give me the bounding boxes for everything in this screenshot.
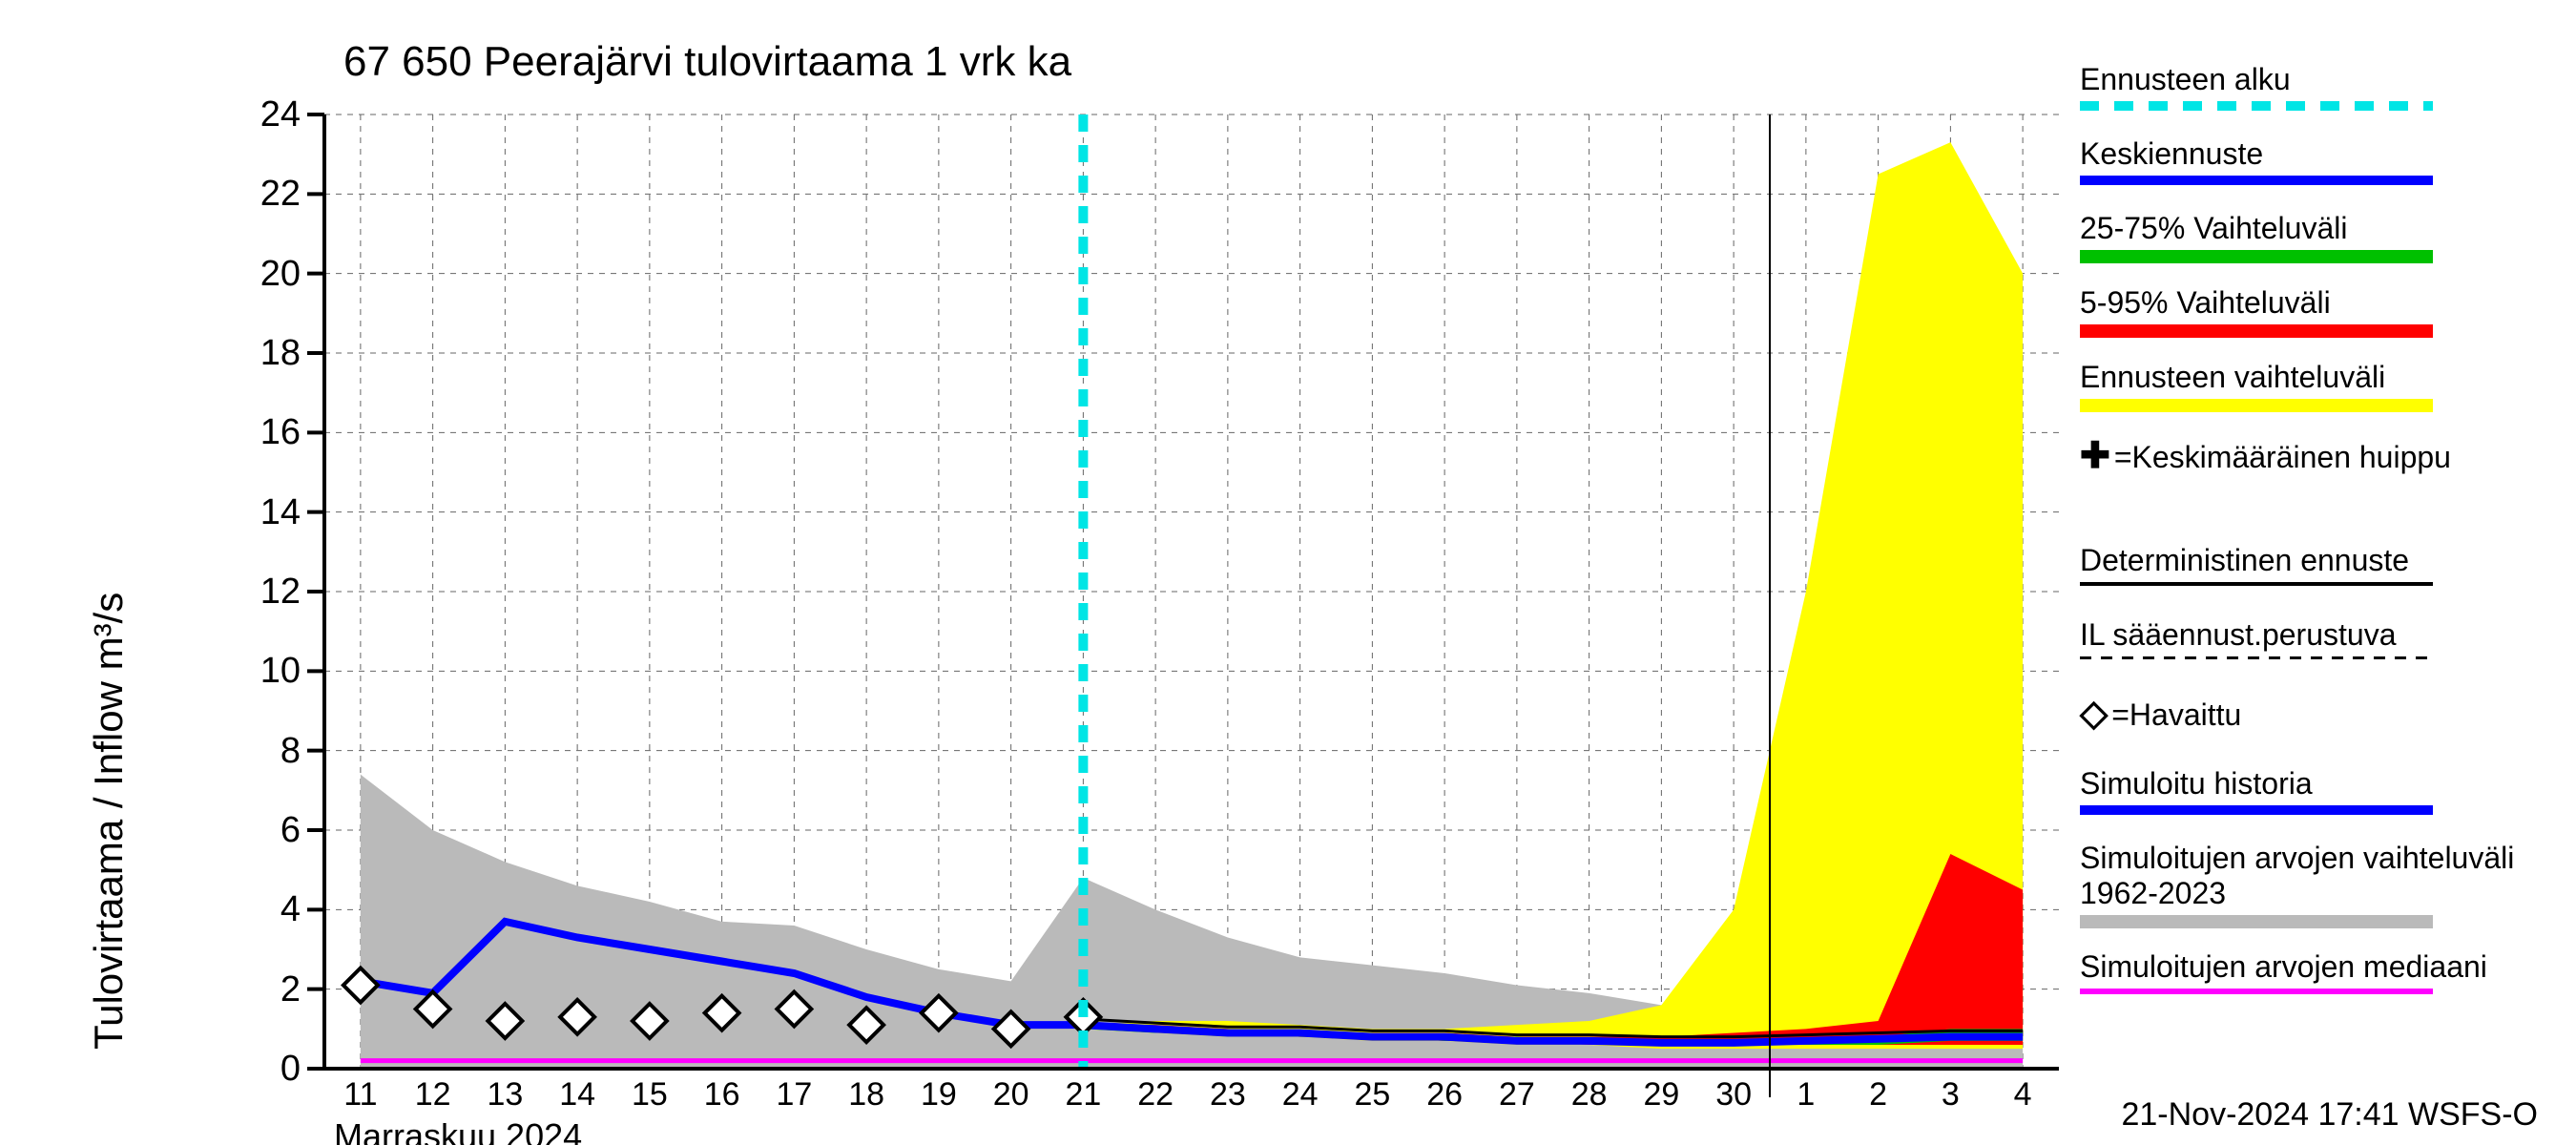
x-tick-label: 1	[1777, 1076, 1835, 1114]
legend-label: Ennusteen vaihteluväli	[2080, 360, 2538, 395]
legend-label: ◇=Havaittu	[2080, 692, 2538, 735]
legend-label: ✚=Keskimääräinen huippu	[2080, 434, 2538, 477]
x-tick-label: 14	[549, 1076, 606, 1114]
x-tick-label: 26	[1416, 1076, 1473, 1114]
legend-item: Simuloitujen arvojen mediaani	[2080, 949, 2538, 994]
chart-title: 67 650 Peerajärvi tulovirtaama 1 vrk ka	[343, 38, 1071, 86]
x-tick-label: 21	[1054, 1076, 1111, 1114]
x-tick-label: 4	[1994, 1076, 2051, 1114]
x-tick-label: 29	[1632, 1076, 1690, 1114]
x-tick-label: 11	[332, 1076, 389, 1114]
y-tick-label: 6	[210, 810, 301, 851]
y-axis-label: Tulovirtaama / Inflow m³/s	[86, 593, 132, 1050]
legend-item: Simuloitu historia	[2080, 766, 2538, 815]
legend-item: Ennusteen vaihteluväli	[2080, 360, 2538, 412]
y-tick-label: 8	[210, 731, 301, 772]
legend-label: Simuloitujen arvojen mediaani	[2080, 949, 2538, 985]
x-axis-month-label-1: Marraskuu 2024	[334, 1116, 582, 1145]
legend-swatch	[2080, 176, 2433, 185]
legend-item: IL sääennust.perustuva	[2080, 617, 2538, 659]
legend-swatch	[2080, 250, 2433, 263]
x-tick-label: 13	[476, 1076, 533, 1114]
legend-label: Keskiennuste	[2080, 136, 2538, 172]
legend-swatch	[2080, 399, 2433, 412]
y-tick-label: 20	[210, 254, 301, 295]
chart-container: 67 650 Peerajärvi tulovirtaama 1 vrk ka …	[0, 0, 2576, 1145]
legend-item: Simuloitujen arvojen vaihteluväli 1962-2…	[2080, 841, 2538, 928]
legend-item: ◇=Havaittu	[2080, 692, 2538, 739]
y-tick-label: 10	[210, 651, 301, 692]
x-tick-label: 17	[765, 1076, 822, 1114]
legend-label: 5-95% Vaihteluväli	[2080, 285, 2538, 321]
legend-label: IL sääennust.perustuva	[2080, 617, 2538, 653]
x-tick-label: 20	[983, 1076, 1040, 1114]
legend-swatch	[2080, 324, 2433, 338]
legend-item: Ennusteen alku	[2080, 62, 2538, 111]
plot-area	[324, 114, 2059, 1069]
x-tick-label: 25	[1343, 1076, 1401, 1114]
x-tick-label: 30	[1705, 1076, 1762, 1114]
legend-item: 25-75% Vaihteluväli	[2080, 211, 2538, 263]
x-tick-label: 19	[910, 1076, 967, 1114]
legend-swatch	[2080, 989, 2433, 994]
legend-item: Keskiennuste	[2080, 136, 2538, 185]
legend-swatch	[2080, 805, 2433, 815]
legend-item: ✚=Keskimääräinen huippu	[2080, 434, 2538, 481]
legend-label: Simuloitu historia	[2080, 766, 2538, 802]
x-tick-label: 16	[694, 1076, 751, 1114]
y-tick-label: 16	[210, 412, 301, 453]
legend-swatch	[2080, 656, 2433, 659]
legend-label: 25-75% Vaihteluväli	[2080, 211, 2538, 246]
legend-swatch	[2080, 915, 2433, 928]
x-tick-label: 28	[1561, 1076, 1618, 1114]
legend-label: Simuloitujen arvojen vaihteluväli 1962-2…	[2080, 841, 2538, 911]
y-tick-label: 12	[210, 572, 301, 613]
y-tick-label: 14	[210, 492, 301, 533]
x-tick-label: 23	[1199, 1076, 1257, 1114]
x-tick-label: 24	[1272, 1076, 1329, 1114]
y-tick-label: 2	[210, 969, 301, 1010]
legend-swatch	[2080, 101, 2433, 111]
x-tick-label: 3	[1922, 1076, 1979, 1114]
x-tick-label: 22	[1127, 1076, 1184, 1114]
legend-swatch	[2080, 582, 2433, 586]
x-tick-label: 12	[405, 1076, 462, 1114]
legend-item: Deterministinen ennuste	[2080, 543, 2538, 586]
y-tick-label: 18	[210, 333, 301, 374]
y-tick-label: 24	[210, 94, 301, 135]
x-tick-label: 27	[1488, 1076, 1546, 1114]
legend-label: Deterministinen ennuste	[2080, 543, 2538, 578]
x-tick-label: 18	[838, 1076, 895, 1114]
legend-item: 5-95% Vaihteluväli	[2080, 285, 2538, 338]
legend-label: Ennusteen alku	[2080, 62, 2538, 97]
y-tick-label: 22	[210, 174, 301, 215]
footer-timestamp: 21-Nov-2024 17:41 WSFS-O	[2121, 1096, 2538, 1134]
x-tick-label: 2	[1850, 1076, 1907, 1114]
y-tick-label: 4	[210, 889, 301, 930]
y-tick-label: 0	[210, 1049, 301, 1090]
x-tick-label: 15	[621, 1076, 678, 1114]
